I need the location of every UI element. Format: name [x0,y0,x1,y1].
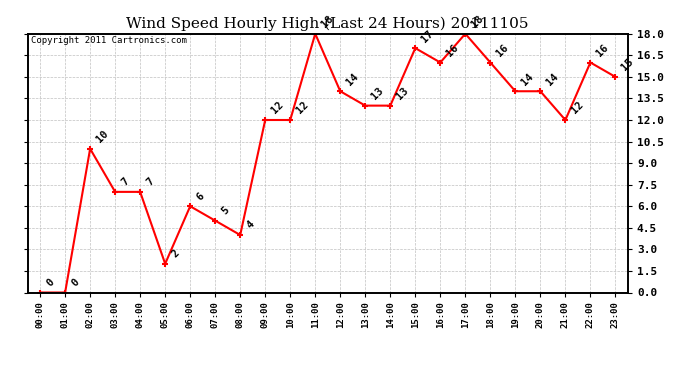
Text: 16: 16 [595,42,611,58]
Text: 2: 2 [169,248,181,259]
Title: Wind Speed Hourly High (Last 24 Hours) 20111105: Wind Speed Hourly High (Last 24 Hours) 2… [126,17,529,31]
Text: Copyright 2011 Cartronics.com: Copyright 2011 Cartronics.com [30,36,186,45]
Text: 12: 12 [295,100,310,116]
Text: 6: 6 [195,190,206,202]
Text: 13: 13 [369,86,385,102]
Text: 0: 0 [69,277,81,288]
Text: 18: 18 [469,13,485,30]
Text: 7: 7 [144,176,156,188]
Text: 18: 18 [319,13,335,30]
Text: 17: 17 [420,28,435,44]
Text: 16: 16 [495,42,511,58]
Text: 14: 14 [544,71,560,87]
Text: 12: 12 [569,100,585,116]
Text: 16: 16 [444,42,460,58]
Text: 14: 14 [520,71,535,87]
Text: 14: 14 [344,71,360,87]
Text: 5: 5 [219,205,231,216]
Text: 15: 15 [620,57,635,73]
Text: 13: 13 [395,86,411,102]
Text: 4: 4 [244,219,256,231]
Text: 0: 0 [44,277,56,288]
Text: 12: 12 [269,100,285,116]
Text: 10: 10 [95,129,110,145]
Text: 7: 7 [119,176,131,188]
